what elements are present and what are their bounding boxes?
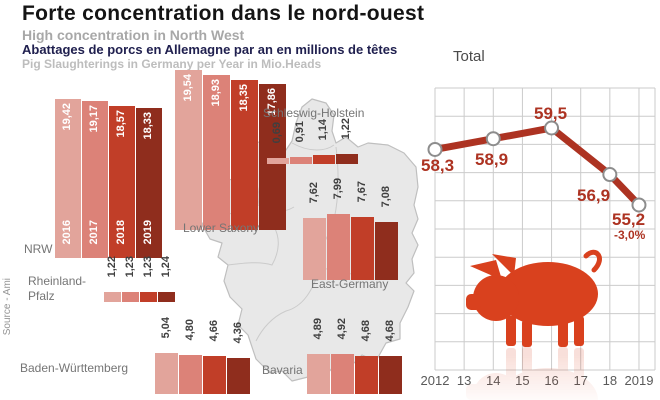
x-tick-17: 17 (563, 373, 599, 388)
region-label-rheinland-pfalz: Rheinland- Pfalz (28, 274, 87, 303)
bar-nrw-2017 (82, 101, 108, 258)
data-point-2019 (631, 197, 647, 213)
pig-silhouette (466, 347, 598, 400)
x-tick-15: 15 (504, 373, 540, 388)
pig-reflection (466, 346, 606, 400)
value-label: 2016 (61, 220, 73, 245)
pig-leg (522, 320, 532, 347)
x-tick-18: 18 (602, 373, 618, 388)
x-tick-14: 14 (475, 373, 511, 388)
region-label-nrw: NRW (24, 242, 53, 256)
data-point-2012 (427, 141, 443, 157)
pig-leg (558, 347, 568, 374)
pig-leg (574, 316, 584, 346)
data-point-2018 (602, 167, 618, 183)
point-value-2019: 55,2 (612, 210, 646, 229)
point-value-2014: 58,9 (475, 150, 509, 169)
x-tick-16: 16 (534, 373, 570, 388)
x-tick-2019: 2019 (624, 373, 654, 388)
page-title: Forte concentration dans le nord-ouest (22, 2, 425, 25)
pig-ear-back (492, 254, 516, 276)
source-label: Source - Ami (2, 278, 13, 336)
subtitle-english-small: Pig Slaughterings in Germany per Year in… (22, 57, 322, 71)
bar-rheinland-pfalz-2016 (104, 292, 121, 302)
point-value-2012: 58,3 (421, 156, 455, 175)
point-value-2018: 56,9 (577, 186, 611, 205)
point-value-2016: 59,5 (534, 104, 568, 123)
bar-nrw-2018 (109, 106, 135, 258)
data-point-2014 (485, 131, 501, 147)
value-label: 1,23 (141, 256, 154, 278)
bar-rheinland-pfalz-2017 (122, 292, 139, 302)
region-label-baden-württemberg: Baden-Württemberg (20, 361, 129, 375)
pig-leg (506, 348, 516, 378)
x-tick-13: 13 (456, 373, 472, 388)
bar-nrw-2016 (55, 99, 81, 258)
pig-leg (574, 348, 584, 378)
subtitle-french: Abattages de porcs en Allemagne par an e… (22, 42, 398, 57)
chart-title: Total (453, 48, 485, 65)
pig-ear-front (470, 260, 502, 280)
value-label: 1,23 (123, 256, 136, 278)
pig-leg (522, 347, 532, 374)
value-label: 2017 (88, 220, 100, 245)
x-tick-2012: 2012 (420, 373, 450, 388)
pig-tail (583, 249, 602, 273)
germany-map (201, 98, 419, 382)
pig-icon (466, 248, 606, 348)
germany-outline (201, 98, 419, 382)
bar-rheinland-pfalz-2018 (140, 292, 157, 302)
data-point-2016 (544, 120, 560, 136)
pig-leg (558, 320, 568, 347)
value-label: 18,33 (142, 112, 154, 140)
value-label: 19,17 (88, 105, 100, 133)
value-label: 18,57 (115, 110, 127, 138)
value-label: 2018 (115, 220, 127, 245)
value-label: 2019 (142, 220, 154, 245)
subtitle-english: High concentration in North West (22, 27, 245, 43)
value-label: 19,42 (61, 103, 73, 131)
pig-silhouette (466, 254, 598, 347)
value-label: 1,22 (105, 256, 118, 278)
change-percent-label: -3,0% (614, 228, 646, 242)
bar-nrw-2019 (136, 108, 162, 258)
pig-leg (506, 316, 516, 346)
